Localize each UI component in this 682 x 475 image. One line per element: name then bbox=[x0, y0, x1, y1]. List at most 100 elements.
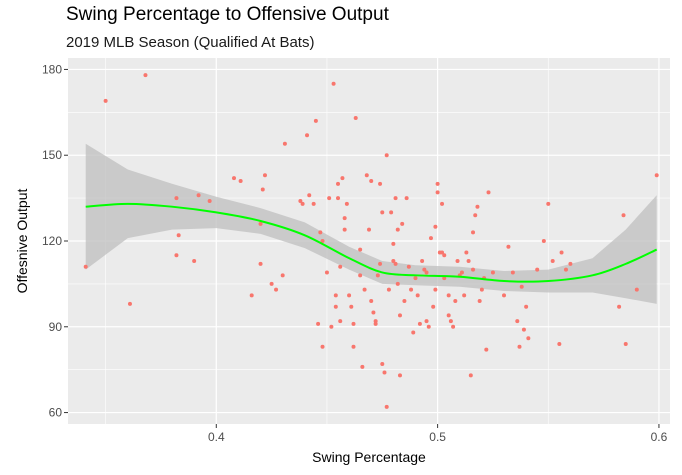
confidence-band bbox=[85, 143, 657, 304]
data-point bbox=[473, 213, 478, 218]
data-point bbox=[397, 373, 402, 378]
data-point bbox=[362, 287, 367, 292]
data-point bbox=[329, 324, 334, 329]
data-point bbox=[386, 287, 391, 292]
data-point bbox=[563, 267, 568, 272]
data-point bbox=[515, 319, 520, 324]
y-tick-label: 180 bbox=[42, 62, 62, 76]
data-point bbox=[238, 178, 243, 183]
data-point bbox=[174, 196, 179, 201]
y-tick-label: 60 bbox=[49, 406, 63, 420]
data-point bbox=[468, 373, 473, 378]
data-point bbox=[373, 321, 378, 326]
data-point bbox=[568, 261, 573, 266]
data-point bbox=[471, 267, 476, 272]
x-axis-title: Swing Percentage bbox=[312, 449, 426, 465]
data-point bbox=[282, 141, 287, 146]
data-point bbox=[318, 230, 323, 235]
data-point bbox=[340, 176, 345, 181]
data-point bbox=[393, 196, 398, 201]
data-point bbox=[127, 301, 132, 306]
smooth-trend-line bbox=[85, 202, 658, 283]
data-point bbox=[440, 250, 445, 255]
data-point bbox=[380, 210, 385, 215]
data-point bbox=[316, 321, 321, 326]
data-point bbox=[389, 210, 394, 215]
data-point bbox=[347, 293, 352, 298]
data-point bbox=[391, 241, 396, 246]
data-point bbox=[455, 259, 460, 264]
data-point bbox=[338, 319, 343, 324]
data-point bbox=[406, 264, 411, 269]
data-point bbox=[336, 181, 341, 186]
chart-subtitle: 2019 MLB Season (Qualified At Bats) bbox=[66, 34, 315, 51]
data-point bbox=[307, 193, 312, 198]
data-point bbox=[342, 216, 347, 221]
data-point bbox=[442, 253, 447, 258]
data-point bbox=[453, 299, 458, 304]
y-axis-title: Offesnive Output bbox=[14, 188, 30, 293]
data-point bbox=[311, 201, 316, 206]
data-point bbox=[415, 293, 420, 298]
data-point bbox=[526, 336, 531, 341]
data-point bbox=[331, 81, 336, 86]
data-point bbox=[506, 244, 511, 249]
data-point bbox=[358, 273, 363, 278]
data-point bbox=[411, 330, 416, 335]
data-point bbox=[420, 259, 425, 264]
data-point bbox=[471, 230, 476, 235]
data-point bbox=[617, 304, 622, 309]
data-point bbox=[231, 176, 236, 181]
data-point bbox=[621, 213, 626, 218]
data-point bbox=[459, 270, 464, 275]
data-point bbox=[422, 267, 427, 272]
data-point bbox=[535, 267, 540, 272]
data-point bbox=[510, 270, 515, 275]
data-point bbox=[428, 236, 433, 241]
data-point bbox=[424, 319, 429, 324]
data-point bbox=[442, 276, 447, 281]
data-point bbox=[373, 319, 378, 324]
data-point bbox=[353, 116, 358, 121]
data-point bbox=[477, 299, 482, 304]
data-point bbox=[404, 196, 409, 201]
data-point bbox=[351, 321, 356, 326]
data-point bbox=[174, 253, 179, 258]
data-point bbox=[83, 264, 88, 269]
data-point bbox=[559, 250, 564, 255]
data-point bbox=[369, 299, 374, 304]
data-point bbox=[367, 227, 371, 232]
data-point bbox=[623, 341, 628, 346]
data-point bbox=[431, 304, 436, 309]
data-point bbox=[426, 324, 431, 329]
data-point bbox=[435, 190, 440, 195]
data-point bbox=[486, 190, 491, 195]
data-point bbox=[440, 201, 445, 206]
data-point bbox=[557, 341, 562, 346]
data-point bbox=[484, 347, 489, 352]
chart-title: Swing Percentage to Offensive Output bbox=[66, 4, 389, 25]
data-point bbox=[249, 293, 254, 298]
data-point bbox=[192, 259, 197, 264]
data-point bbox=[207, 198, 212, 203]
data-point bbox=[342, 227, 347, 232]
data-point bbox=[364, 173, 369, 178]
data-point bbox=[375, 273, 380, 278]
data-point bbox=[634, 287, 639, 292]
data-point bbox=[382, 370, 387, 375]
data-point bbox=[393, 261, 398, 266]
data-point bbox=[395, 281, 400, 286]
data-point bbox=[502, 293, 507, 298]
data-point bbox=[417, 321, 422, 326]
data-point bbox=[433, 224, 438, 229]
data-point bbox=[360, 364, 365, 369]
data-point bbox=[196, 193, 201, 198]
data-point bbox=[320, 344, 325, 349]
data-point bbox=[521, 327, 526, 332]
data-point bbox=[391, 259, 396, 264]
data-point bbox=[479, 287, 484, 292]
data-point bbox=[258, 261, 263, 266]
data-point bbox=[320, 239, 325, 243]
data-point bbox=[371, 310, 376, 315]
